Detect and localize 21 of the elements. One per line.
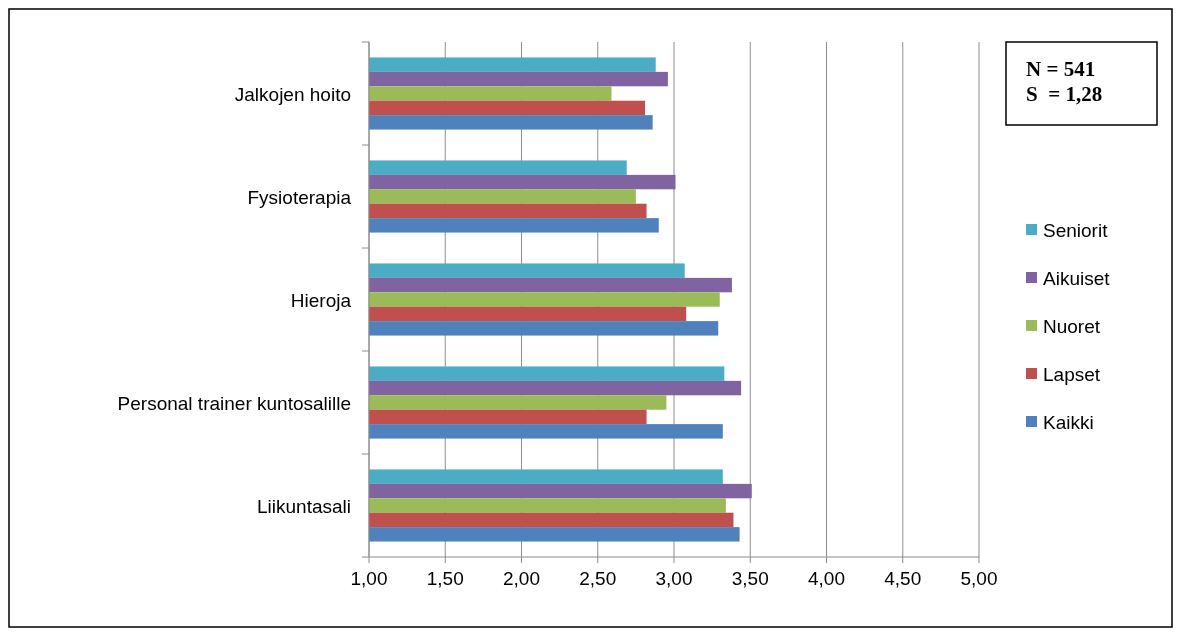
legend-label: Kaikki xyxy=(1043,412,1094,433)
legend-label: Aikuiset xyxy=(1043,268,1111,289)
x-tick-label: 3,00 xyxy=(655,568,693,589)
x-tick-label: 4,00 xyxy=(808,568,845,589)
legend-label: Nuoret xyxy=(1043,316,1101,337)
legend-label: Lapset xyxy=(1043,364,1101,385)
x-tick-label: 1,00 xyxy=(350,568,388,589)
legend-label: Seniorit xyxy=(1043,220,1109,241)
text: N = 541 xyxy=(1026,57,1096,81)
y-tick-label: Hieroja xyxy=(290,289,352,311)
x-tick-label: 3,50 xyxy=(731,568,769,589)
y-tick-label: Personal trainer kuntosalille xyxy=(117,392,351,414)
x-tick-label: 5,00 xyxy=(960,568,998,589)
x-tick-label: 2,00 xyxy=(503,568,540,589)
y-tick-label: Liikuntasali xyxy=(257,495,351,517)
x-tick-label: 1,50 xyxy=(426,568,464,589)
text: S = 1,28 xyxy=(1026,82,1103,106)
x-tick-label: 4,50 xyxy=(884,568,922,589)
x-tick-label: 2,50 xyxy=(579,568,617,589)
y-tick-label: Fysioterapia xyxy=(247,186,352,208)
y-tick-label: Jalkojen hoito xyxy=(234,83,351,105)
